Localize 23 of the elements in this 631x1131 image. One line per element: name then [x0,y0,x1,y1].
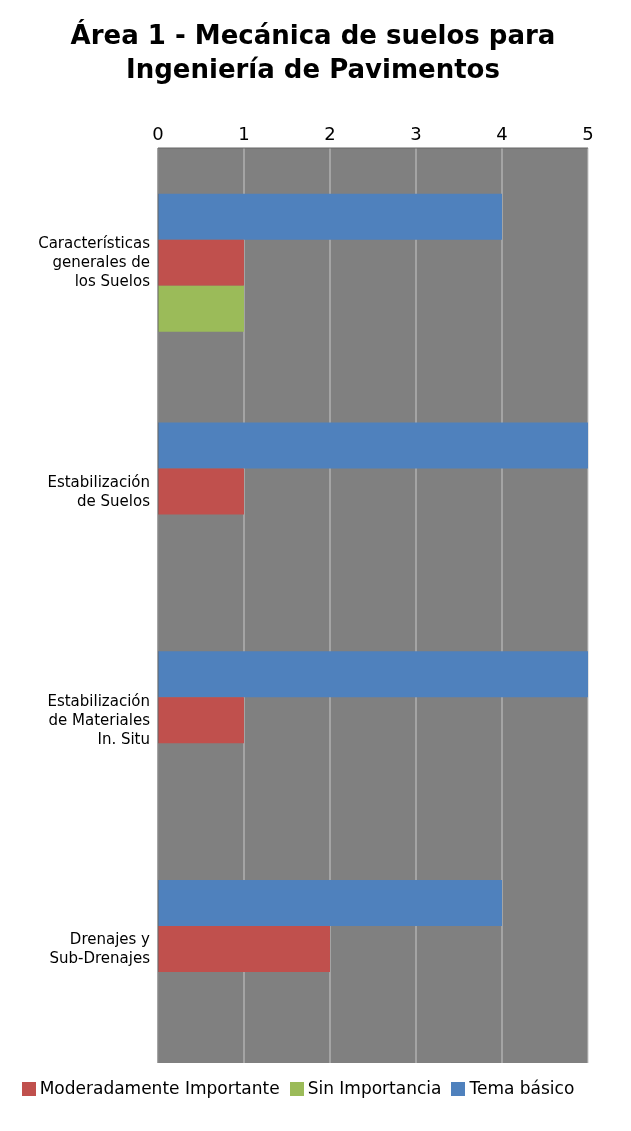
x-tick-label: 3 [410,123,422,144]
bar [158,285,244,332]
bar [158,651,588,698]
y-tick-label: Características generales de los Suelos [38,234,151,291]
bar [158,697,244,744]
bar [158,239,244,286]
x-tick-label: 1 [238,123,250,144]
x-tick-label: 4 [496,123,508,144]
bar [158,880,502,926]
bar [158,193,502,240]
y-tick-label: Drenajes y Sub-Drenajes [49,930,151,968]
bar [158,422,588,469]
legend-label: Tema básico [469,1078,575,1098]
legend-label: Moderadamente Importante [39,1078,280,1098]
x-tick-label: 0 [152,123,164,144]
y-tick-label: Estabilización de Suelos [47,472,151,510]
bar [158,468,244,515]
x-tick-label: 2 [324,123,336,144]
legend-label: Sin Importancia [307,1078,442,1098]
x-tick-label: 5 [582,123,594,144]
bar [158,926,330,972]
chart-title: Área 1 - Mecánica de suelos para Ingeniería de Pavimentos [69,18,557,86]
y-tick-label: Estabilización de Materiales In. Situ [47,691,151,748]
